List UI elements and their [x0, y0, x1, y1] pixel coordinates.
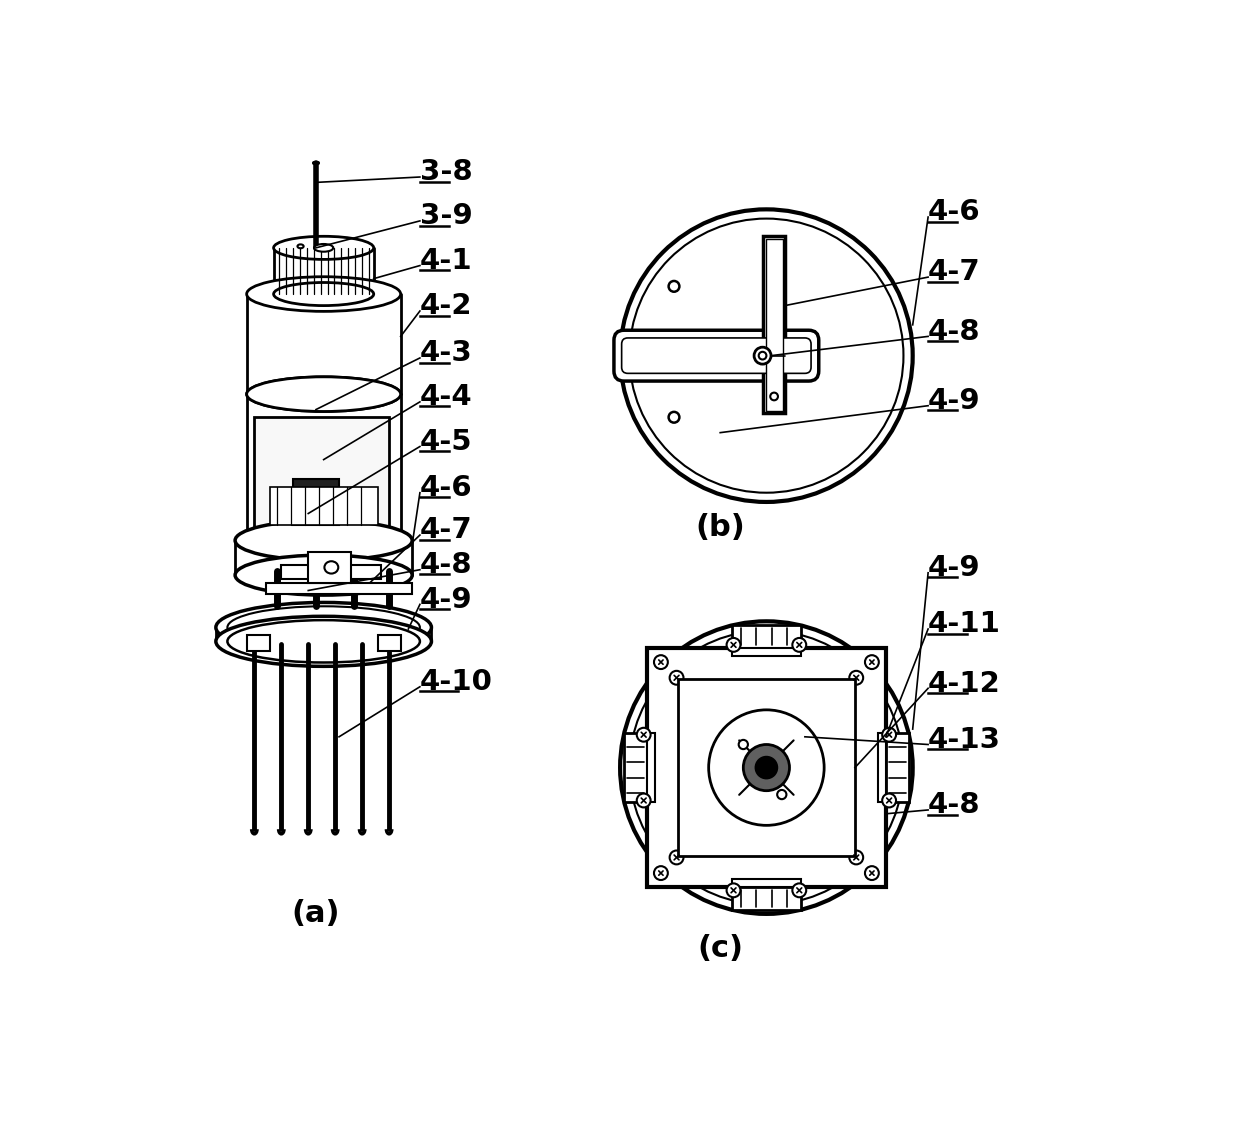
- Circle shape: [882, 728, 897, 741]
- Ellipse shape: [739, 740, 748, 749]
- Bar: [885, 733, 909, 802]
- Ellipse shape: [770, 393, 777, 401]
- FancyBboxPatch shape: [614, 330, 818, 381]
- Circle shape: [630, 219, 904, 493]
- Text: 4-2: 4-2: [420, 293, 472, 320]
- Ellipse shape: [325, 561, 339, 573]
- Bar: [377, 636, 401, 650]
- Ellipse shape: [274, 236, 373, 260]
- Ellipse shape: [227, 606, 420, 648]
- Circle shape: [882, 793, 897, 807]
- Ellipse shape: [668, 412, 680, 422]
- Bar: [270, 487, 377, 526]
- Bar: [765, 238, 782, 411]
- Bar: [293, 479, 339, 526]
- Bar: [678, 679, 854, 856]
- Ellipse shape: [216, 616, 432, 666]
- Bar: [309, 552, 351, 582]
- Circle shape: [620, 209, 913, 502]
- Ellipse shape: [236, 555, 412, 595]
- Circle shape: [849, 850, 863, 865]
- Bar: [732, 880, 801, 886]
- Ellipse shape: [236, 521, 412, 561]
- Ellipse shape: [247, 377, 401, 412]
- Text: 4-13: 4-13: [928, 726, 1001, 754]
- Circle shape: [866, 655, 879, 669]
- Ellipse shape: [298, 244, 304, 249]
- Ellipse shape: [314, 244, 334, 252]
- Circle shape: [653, 655, 668, 669]
- Ellipse shape: [668, 281, 680, 292]
- Bar: [624, 733, 647, 802]
- Text: (c): (c): [697, 934, 743, 964]
- Bar: [647, 733, 655, 802]
- Text: 4-10: 4-10: [420, 669, 492, 696]
- Circle shape: [630, 631, 904, 905]
- Text: 4-8: 4-8: [928, 791, 981, 819]
- Bar: [647, 648, 885, 886]
- Circle shape: [755, 757, 777, 779]
- Text: 4-7: 4-7: [420, 516, 472, 545]
- Bar: [247, 636, 270, 650]
- Bar: [732, 625, 801, 648]
- Circle shape: [670, 850, 683, 865]
- Text: 4-9: 4-9: [420, 586, 472, 614]
- Text: 4-8: 4-8: [420, 552, 472, 579]
- Ellipse shape: [777, 790, 786, 799]
- Text: 4-11: 4-11: [928, 611, 1001, 638]
- Circle shape: [637, 793, 651, 807]
- Circle shape: [708, 709, 825, 825]
- Text: (a): (a): [291, 899, 340, 928]
- Bar: [732, 648, 801, 656]
- Circle shape: [866, 866, 879, 880]
- Text: 4-6: 4-6: [928, 199, 981, 226]
- Ellipse shape: [247, 377, 401, 412]
- Ellipse shape: [759, 352, 766, 360]
- Text: 4-6: 4-6: [420, 474, 472, 502]
- Ellipse shape: [274, 283, 373, 305]
- Bar: [878, 733, 885, 802]
- Text: 3-9: 3-9: [420, 202, 472, 230]
- Bar: [281, 565, 382, 579]
- Ellipse shape: [247, 277, 401, 311]
- Text: 4-4: 4-4: [420, 384, 472, 411]
- Text: 4-12: 4-12: [928, 670, 1001, 698]
- Circle shape: [637, 728, 651, 741]
- Bar: [764, 236, 785, 413]
- Bar: [265, 582, 412, 595]
- Circle shape: [727, 883, 740, 898]
- Circle shape: [743, 745, 790, 791]
- Ellipse shape: [227, 620, 420, 663]
- Circle shape: [630, 631, 904, 905]
- Circle shape: [670, 671, 683, 684]
- Text: 3-8: 3-8: [420, 159, 472, 186]
- Circle shape: [849, 671, 863, 684]
- Circle shape: [792, 883, 806, 898]
- Circle shape: [653, 866, 668, 880]
- Text: 4-5: 4-5: [420, 428, 472, 456]
- Ellipse shape: [754, 347, 771, 364]
- Circle shape: [620, 621, 913, 914]
- Text: 4-8: 4-8: [928, 318, 981, 346]
- Bar: [254, 418, 389, 532]
- Circle shape: [727, 638, 740, 651]
- Text: 4-7: 4-7: [928, 259, 981, 286]
- Bar: [732, 886, 801, 910]
- Text: (b): (b): [696, 513, 745, 541]
- Text: 4-1: 4-1: [420, 247, 472, 275]
- Circle shape: [792, 638, 806, 651]
- FancyBboxPatch shape: [621, 338, 811, 373]
- Ellipse shape: [216, 603, 432, 653]
- Text: 4-9: 4-9: [928, 387, 981, 415]
- Text: 4-3: 4-3: [420, 339, 472, 368]
- Text: 4-9: 4-9: [928, 554, 981, 582]
